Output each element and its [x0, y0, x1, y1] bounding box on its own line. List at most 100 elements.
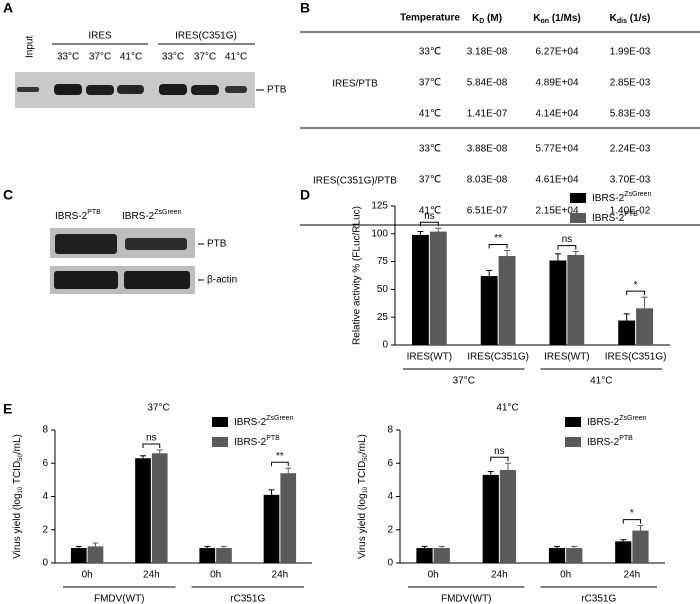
- table-cell: 1.41E-07: [467, 109, 508, 120]
- table-cell: 5.77E+04: [535, 144, 579, 155]
- bar: [429, 231, 447, 345]
- significance-label: *: [630, 508, 634, 519]
- bar: [151, 453, 168, 563]
- header-part: K: [472, 13, 480, 24]
- table-header: Kdis (1/s): [610, 13, 651, 26]
- y-tick-label: 4: [387, 491, 393, 502]
- significance-label: ns: [494, 446, 505, 457]
- legend-sup: ZsGreen: [266, 415, 293, 422]
- lane-label: 41°C: [120, 52, 142, 63]
- label-part: Virus yield (log: [12, 493, 23, 558]
- legend-label: IBRS-2ZsGreen: [587, 415, 647, 427]
- bar: [482, 474, 499, 563]
- band-label: PTB: [207, 239, 227, 250]
- significance-label: **: [494, 233, 502, 244]
- bar: [135, 458, 151, 563]
- legend-swatch: [570, 193, 586, 203]
- lane-label: 33°C: [162, 52, 184, 63]
- bar: [433, 548, 450, 563]
- significance-bracket: [271, 461, 289, 467]
- legend-name: IBRS-2: [592, 193, 625, 204]
- significance-bracket: [622, 519, 641, 524]
- x-tick-label: 24h: [491, 570, 508, 581]
- bar: [499, 469, 517, 563]
- lane-sup: ZsGreen: [154, 209, 181, 216]
- y-tick-label: 8: [387, 425, 393, 436]
- y-tick-label: 25: [377, 312, 389, 323]
- lane-label: 37°C: [194, 52, 216, 63]
- legend-name: IBRS-2: [234, 417, 267, 428]
- bar: [263, 494, 280, 563]
- legend-label: IBRS-2ZsGreen: [592, 191, 652, 203]
- group-label: 37°C: [453, 376, 475, 387]
- table-cell: 2.24E-03: [610, 144, 651, 155]
- x-tick-label: IRES(C351G): [467, 352, 529, 363]
- x-tick-label: 0h: [560, 570, 571, 581]
- header-part: (1/s): [627, 13, 650, 24]
- y-axis-label: Relative activity % (FLuc/RLuc): [352, 206, 363, 345]
- table-cell: 6.51E-07: [467, 206, 508, 217]
- lane-name: IBRS-2: [55, 211, 88, 222]
- group-label: FMDV(WT): [94, 594, 145, 604]
- significance-bracket: [557, 245, 577, 250]
- significance-bracket: [488, 243, 508, 249]
- construct: IRES(C351G)/PTB: [313, 176, 397, 187]
- label-part: 50: [363, 453, 369, 460]
- significance-label: **: [276, 451, 284, 462]
- bar: [70, 548, 87, 563]
- blot-a: [15, 43, 264, 108]
- table-cell: 4.14E+04: [535, 109, 579, 120]
- significance-bracket: [626, 290, 646, 296]
- x-tick-label: IRES(WT): [407, 352, 453, 363]
- bar: [412, 234, 429, 345]
- label-part: 10: [363, 486, 369, 493]
- chart-title: 37°C: [147, 403, 169, 414]
- table-header: Kon (1/Ms): [533, 13, 580, 26]
- y-tick-label: 50: [377, 284, 389, 295]
- legend-name: IBRS-2: [234, 437, 267, 448]
- legend-sup: PTB: [266, 435, 280, 442]
- y-axis-label: Virus yield (log10 TCID50/mL): [357, 434, 369, 559]
- table-cell: 2.15E+04: [535, 206, 579, 217]
- group-label: IRES(C351G): [175, 31, 237, 42]
- label-part: 50: [18, 453, 24, 460]
- lane-label: 37°C: [89, 52, 111, 63]
- label-part: Virus yield (log: [357, 493, 368, 558]
- legend-sup: ZsGreen: [619, 415, 646, 422]
- legend-swatch: [565, 417, 581, 427]
- bar: [480, 276, 498, 345]
- label-part: TCID: [12, 461, 23, 487]
- y-tick-label: 0: [42, 558, 48, 569]
- lane-label: IBRS-2PTB: [55, 209, 101, 221]
- panel-label: D: [300, 187, 310, 203]
- significance-label: ns: [424, 211, 435, 222]
- legend-name: IBRS-2: [587, 437, 620, 448]
- bar: [280, 473, 297, 563]
- legend-label: IBRS-2PTB: [587, 435, 633, 447]
- legend-sup: PTB: [624, 211, 638, 218]
- table-cell: 8.03E-08: [467, 175, 508, 186]
- y-tick-label: 100: [371, 228, 388, 239]
- table-cell: 37℃: [419, 78, 441, 89]
- table-cell: 3.70E-03: [610, 175, 651, 186]
- y-tick-label: 6: [387, 458, 393, 469]
- panel-label: A: [3, 0, 13, 16]
- significance-label: *: [634, 280, 638, 291]
- legend-swatch: [212, 437, 228, 447]
- table-cell: 37℃: [419, 175, 441, 186]
- lane-sup: PTB: [87, 209, 101, 216]
- lane-label: Input: [25, 36, 36, 58]
- y-tick-label: 0: [387, 558, 393, 569]
- bar: [548, 548, 566, 563]
- legend-name: IBRS-2: [587, 417, 620, 428]
- lane-label: 33°C: [57, 52, 79, 63]
- table-cell: 41℃: [419, 206, 441, 217]
- y-tick-label: 2: [387, 524, 393, 535]
- table-cell: 3.18E-08: [467, 47, 508, 58]
- x-tick-label: IRES(C351G): [605, 352, 667, 363]
- table-cell: 5.83E-03: [610, 109, 651, 120]
- bar: [498, 256, 516, 345]
- table-cell: 1.40E-02: [610, 206, 651, 217]
- legend-sup: ZsGreen: [624, 191, 651, 198]
